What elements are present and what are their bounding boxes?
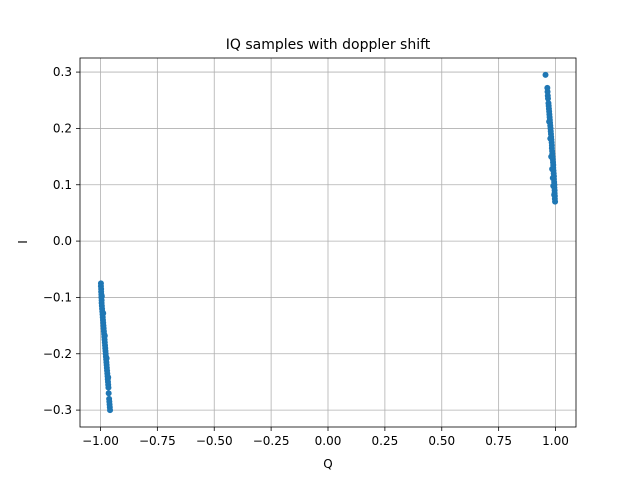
data-point xyxy=(552,198,559,205)
y-tick-label: 0.0 xyxy=(53,234,72,248)
data-point xyxy=(98,293,105,300)
x-tick-label: 1.00 xyxy=(542,434,569,448)
chart-title: IQ samples with doppler shift xyxy=(226,37,431,53)
data-point xyxy=(542,71,549,78)
y-tick-label: 0.2 xyxy=(53,121,72,135)
data-point xyxy=(105,384,112,391)
y-tick-label: 0.1 xyxy=(53,178,72,192)
x-tick-label: −1.00 xyxy=(82,434,119,448)
data-point xyxy=(101,332,108,339)
data-point xyxy=(551,191,558,198)
ticks-layer: −1.00 −0.75 −0.50 −0.25 0.00 0.25 0.50 0.75 1.00… xyxy=(43,65,569,448)
x-tick-label: 0.25 xyxy=(372,434,399,448)
y-tick-label: 0.3 xyxy=(53,65,72,79)
data-point xyxy=(548,153,555,160)
data-point xyxy=(549,165,556,172)
x-tick-label: −0.25 xyxy=(253,434,290,448)
y-tick-label: −0.3 xyxy=(43,403,72,417)
data-point xyxy=(103,355,110,362)
data-point xyxy=(550,182,557,189)
data-point xyxy=(105,374,112,381)
y-tick-label: −0.1 xyxy=(43,290,72,304)
x-tick-label: 0.75 xyxy=(485,434,512,448)
x-tick-label: 0.00 xyxy=(315,434,342,448)
data-point xyxy=(105,390,112,397)
x-axis-label: Q xyxy=(323,457,332,471)
data-point xyxy=(546,118,553,125)
data-point xyxy=(545,95,552,102)
x-tick-label: −0.50 xyxy=(196,434,233,448)
y-axis-label: I xyxy=(16,240,30,244)
data-point xyxy=(549,174,556,181)
data-point xyxy=(547,135,554,142)
x-tick-label: −0.75 xyxy=(139,434,176,448)
grid-layer xyxy=(80,58,576,427)
y-tick-label: −0.2 xyxy=(43,347,72,361)
data-point xyxy=(100,310,107,317)
data-point xyxy=(107,407,114,414)
x-tick-label: 0.50 xyxy=(428,434,455,448)
points-layer xyxy=(97,71,559,414)
